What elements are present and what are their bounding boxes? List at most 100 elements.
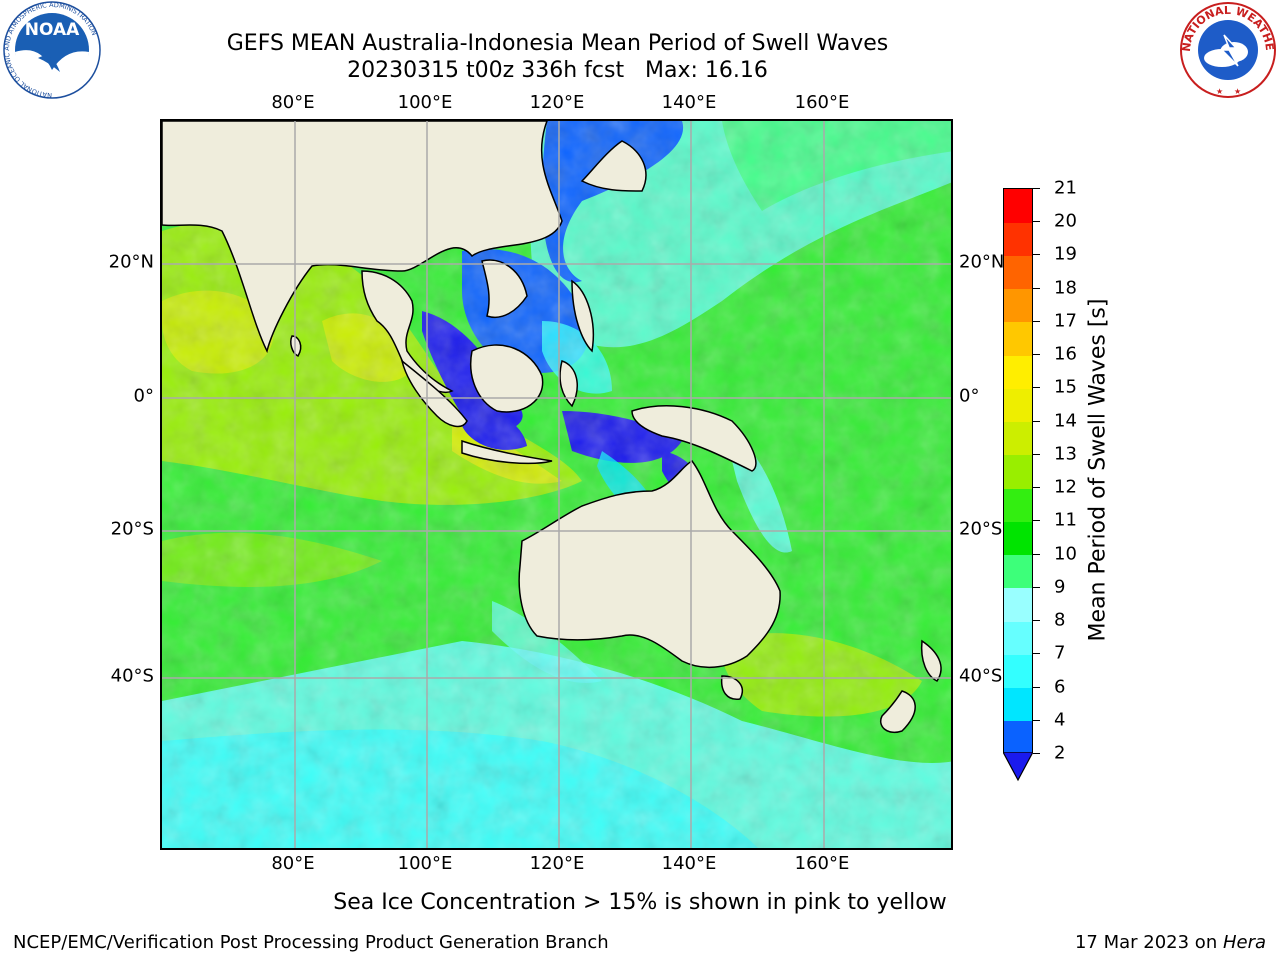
lon-tick-top: 140°E [661,92,717,113]
lat-tick-right: 40°S [959,665,1003,687]
colorbar-segment [1004,288,1032,323]
colorbar-segment [1004,421,1032,456]
colorbar-segment [1004,720,1032,755]
land-japan [580,140,647,192]
colorbar-segment [1004,654,1032,689]
lat-tick-left: 0° [133,385,154,407]
colorbar-tick-label: 2 [1054,742,1066,764]
land-indochina [361,270,454,393]
colorbar-segment [1004,521,1032,556]
colorbar-tick [1033,586,1040,588]
credit-date: 17 Mar 2023 on [1074,932,1223,953]
colorbar-tick-label: 14 [1054,410,1077,432]
colorbar-segment [1004,255,1032,290]
colorbar-tick [1033,320,1040,322]
chart-subtitle: 20230315 t00z 336h fcst Max: 16.16 [347,58,768,83]
lon-tick-bottom: 140°E [661,853,717,874]
colorbar-tick-label: 18 [1054,277,1077,299]
land-nz-north [920,639,942,682]
credit-left: NCEP/EMC/Verification Post Processing Pr… [13,932,609,953]
colorbar-title: Mean Period of Swell Waves [s] [1085,298,1111,642]
land-borneo [470,344,544,413]
colorbar-tick [1033,653,1040,655]
colorbar-tick [1033,520,1040,522]
map-panel [160,119,953,850]
colorbar-tick-label: 20 [1054,210,1077,232]
colorbar-tick-label: 10 [1054,543,1077,565]
lon-tick-top: 120°E [529,92,585,113]
credit-right: 17 Mar 2023 on Hera [1075,932,1266,953]
lon-tick-bottom: 100°E [397,853,453,874]
land-australia [518,460,781,669]
colorbar-tick-label: 16 [1054,343,1077,365]
lon-tick-bottom: 160°E [794,853,850,874]
colorbar-tick [1033,719,1040,721]
noaa-logo-name: NOAA [25,20,80,40]
lat-tick-right: 20°S [959,518,1003,540]
colorbar [1003,188,1033,755]
colorbar-tick [1033,453,1040,455]
colorbar-tick-label: 7 [1054,642,1066,664]
land-nz-south [880,690,916,733]
colorbar-tick [1033,188,1040,189]
lon-tick-top: 80°E [271,92,315,113]
colorbar-tick [1033,686,1040,688]
colorbar-tick [1033,254,1040,256]
lat-tick-right: 0° [959,385,980,407]
colorbar-segment [1004,355,1032,389]
swell-period-map [162,121,951,848]
colorbar-tick [1033,287,1040,289]
land-sulawesi [559,360,578,408]
svg-text:★: ★ [1216,87,1223,96]
colorbar-segment [1004,189,1032,223]
land-philippines [571,279,594,353]
colorbar-tick-label: 9 [1054,576,1066,598]
colorbar-segment [1004,587,1032,622]
land-asia [162,121,563,354]
colorbar-tick [1033,420,1040,422]
colorbar-tick-label: 8 [1054,609,1066,631]
colorbar-tick [1033,753,1040,754]
lon-tick-top: 100°E [397,92,453,113]
colorbar-tick-label: 13 [1054,443,1077,465]
sea-ice-footnote: Sea Ice Concentration > 15% is shown in … [333,890,947,915]
lat-tick-right: 20°N [959,251,1005,273]
land-new-guinea [631,405,757,472]
lon-tick-top: 160°E [794,92,850,113]
colorbar-tick [1033,620,1040,622]
colorbar-segment [1004,388,1032,423]
colorbar-tick-label: 11 [1054,509,1077,531]
lon-tick-bottom: 80°E [271,853,315,874]
colorbar-segment [1004,554,1032,589]
colorbar-segment [1004,454,1032,489]
credit-host: Hera [1222,932,1266,953]
colorbar-segment [1004,621,1032,655]
land-sumatra [400,359,468,428]
colorbar-tick-label: 21 [1054,177,1077,199]
colorbar-tick-label: 6 [1054,676,1066,698]
land-java [461,439,553,465]
colorbar-tick-label: 4 [1054,709,1066,731]
colorbar-segment [1004,488,1032,522]
colorbar-tick [1033,221,1040,223]
colorbar-segment [1004,222,1032,256]
colorbar-tick [1033,553,1040,555]
nws-logo-icon: NATIONAL WEATHER SERVICE ★ ★ [1176,0,1276,98]
graticule [162,121,951,848]
lat-tick-left: 20°N [108,251,154,273]
colorbar-tick [1033,354,1040,356]
chart-title: GEFS MEAN Australia-Indonesia Mean Perio… [226,31,889,56]
svg-text:★: ★ [1234,87,1241,96]
colorbar-under-arrow [1003,752,1033,782]
colorbar-tick-label: 19 [1054,243,1077,265]
land-vietnam [481,259,528,318]
lat-tick-left: 20°S [110,518,154,540]
lon-tick-bottom: 120°E [529,853,585,874]
colorbar-tick-label: 12 [1054,476,1077,498]
colorbar-tick-label: 15 [1054,376,1077,398]
lat-tick-left: 40°S [110,665,154,687]
colorbar-tick [1033,487,1040,489]
colorbar-tick-label: 17 [1054,310,1077,332]
colorbar-segment [1004,321,1032,356]
colorbar-segment [1004,687,1032,722]
